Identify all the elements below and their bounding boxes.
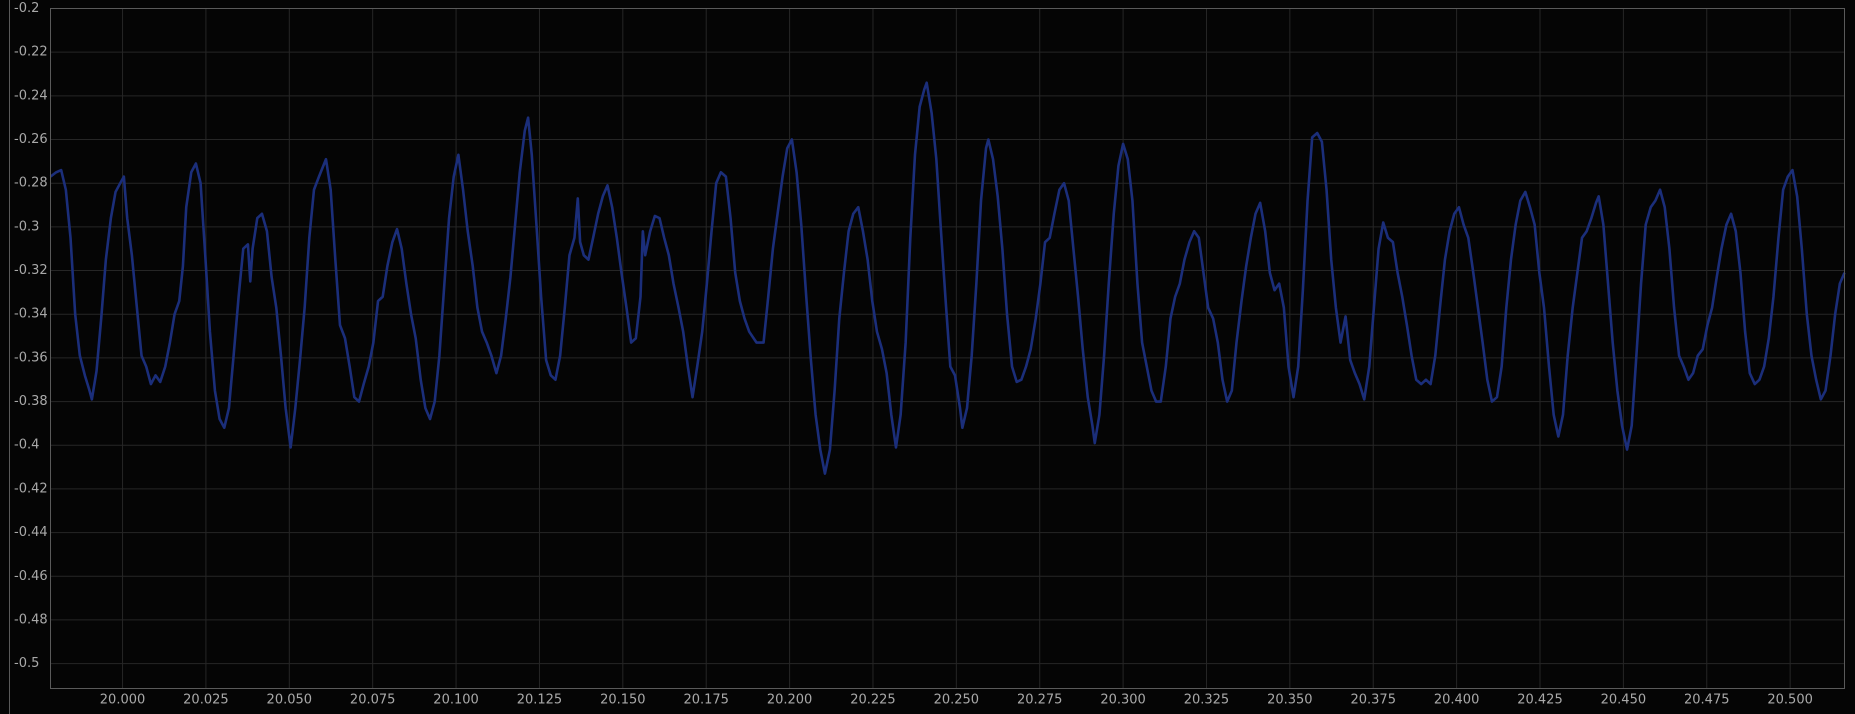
- y-tick-label: -0.24: [14, 88, 48, 103]
- tick-labels: -0.2 -0.22 -0.24 -0.26 -0.28 -0.3 -0.32 -0.34 -0…: [14, 1, 1813, 708]
- y-tick-label: -0.36: [14, 350, 48, 365]
- x-tick-label: 20.200: [767, 693, 813, 708]
- x-tick-label: 20.500: [1767, 693, 1813, 708]
- x-tick-label: 20.375: [1350, 693, 1396, 708]
- y-tick-label: -0.34: [14, 307, 48, 322]
- y-tick-label: -0.46: [14, 569, 48, 584]
- x-tick-label: 20.150: [600, 693, 646, 708]
- x-tick-label: 20.425: [1517, 693, 1563, 708]
- y-tick-label: -0.42: [14, 481, 48, 496]
- y-tick-label: -0.4: [14, 438, 39, 453]
- x-tick-label: 20.100: [433, 693, 479, 708]
- x-tick-label: 20.050: [267, 693, 313, 708]
- y-tick-label: -0.5: [14, 656, 39, 671]
- y-tick-label: -0.38: [14, 394, 48, 409]
- x-tick-label: 20.225: [850, 693, 896, 708]
- signal-line: [49, 81, 1846, 475]
- x-tick-label: 20.125: [517, 693, 563, 708]
- x-tick-label: 20.400: [1434, 693, 1480, 708]
- plot-area: [49, 81, 1846, 475]
- y-tick-label: -0.2: [14, 1, 39, 16]
- y-tick-label: -0.26: [14, 132, 48, 147]
- x-tick-label: 20.325: [1184, 693, 1230, 708]
- y-tick-label: -0.44: [14, 525, 48, 540]
- y-tick-label: -0.28: [14, 176, 48, 191]
- x-tick-label: 20.300: [1100, 693, 1146, 708]
- x-tick-label: 20.175: [683, 693, 729, 708]
- x-tick-label: 20.450: [1601, 693, 1647, 708]
- x-tick-label: 20.000: [100, 693, 146, 708]
- y-tick-label: -0.22: [14, 45, 48, 60]
- y-tick-label: -0.3: [14, 219, 39, 234]
- y-tick-label: -0.48: [14, 612, 48, 627]
- x-tick-label: 20.350: [1267, 693, 1313, 708]
- x-tick-label: 20.275: [1017, 693, 1063, 708]
- plot-frame: [50, 8, 1845, 689]
- x-tick-label: 20.250: [934, 693, 980, 708]
- y-tick-label: -0.32: [14, 263, 48, 278]
- x-tick-label: 20.075: [350, 693, 396, 708]
- x-tick-label: 20.025: [183, 693, 229, 708]
- x-tick-label: 20.475: [1684, 693, 1730, 708]
- grid: [50, 8, 1845, 689]
